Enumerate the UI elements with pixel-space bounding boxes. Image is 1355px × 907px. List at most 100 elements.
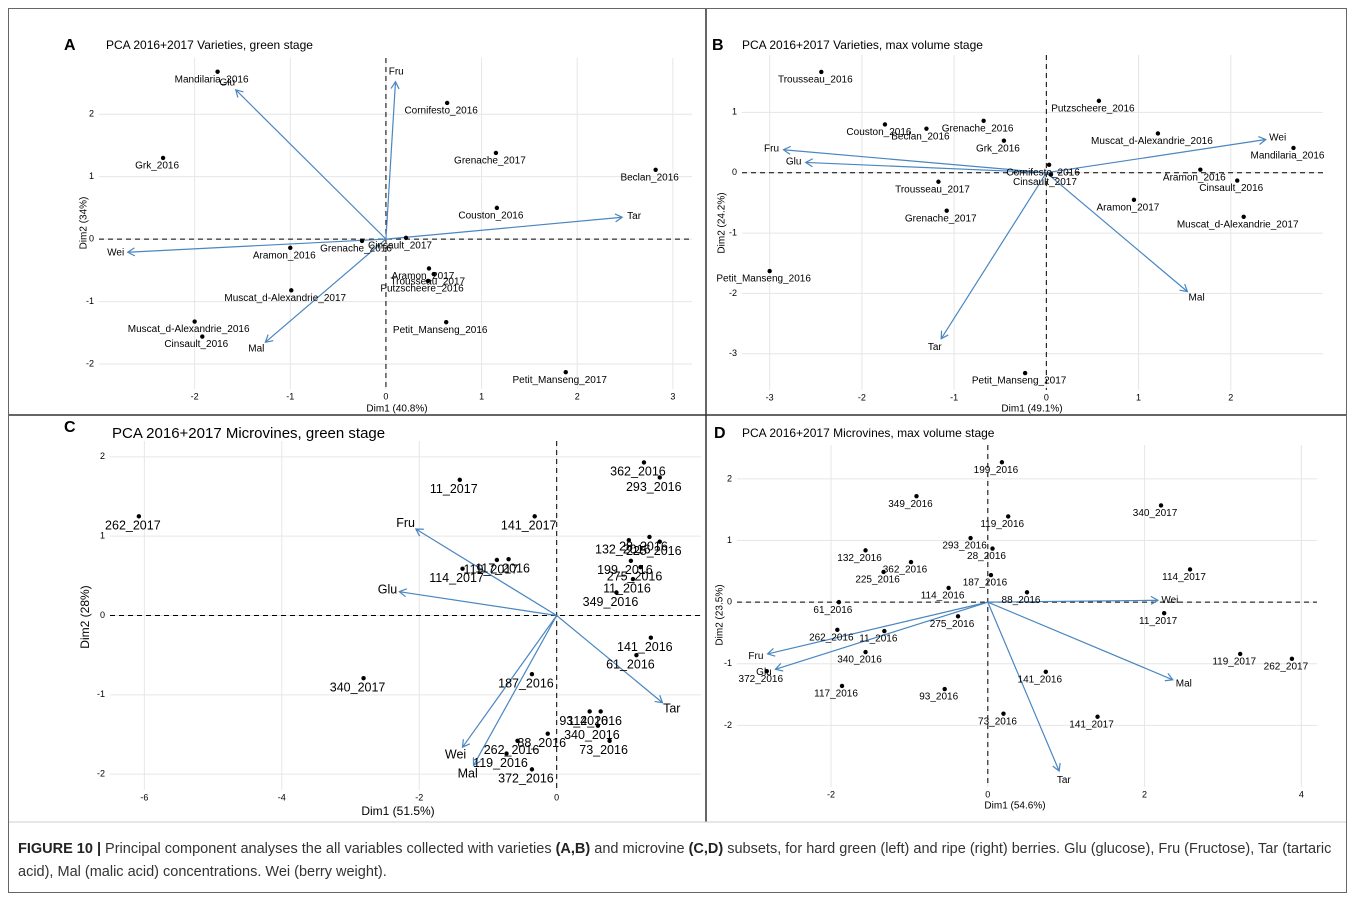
point	[359, 238, 365, 244]
point-label: Putzscheere_2016	[1051, 104, 1135, 115]
point-label: 275_2016	[607, 569, 663, 583]
point	[506, 556, 511, 562]
point-label: 262_2016	[484, 743, 540, 757]
point-label: Putzscheere_2016	[380, 284, 464, 295]
point-label: 141_2017	[1069, 719, 1114, 730]
point	[587, 709, 592, 714]
panel-title: PCA 2016+2017 Microvines, green stage	[112, 425, 385, 442]
x-tick-label: -6	[140, 792, 148, 802]
y-tick-label: 2	[89, 109, 94, 119]
y-tick-label: -2	[97, 769, 105, 779]
point	[657, 475, 662, 480]
point	[936, 179, 941, 184]
point	[1187, 567, 1193, 572]
x-tick-label: -2	[858, 392, 866, 402]
point	[1289, 656, 1295, 662]
point-label: Petit_Manseng_2016	[716, 274, 811, 285]
point-label: Mandilaria_2016	[1251, 151, 1325, 162]
caption-text: subsets, for hard green (left) and ripe …	[18, 841, 1336, 880]
y-tick-label: 0	[732, 167, 737, 177]
loading-arrow	[1046, 136, 1268, 174]
point-label: 141_2016	[617, 640, 673, 654]
point	[200, 334, 205, 339]
loading-label: Tar	[663, 701, 680, 715]
y-tick-label: -1	[724, 658, 732, 668]
point-label: 141_2016	[1018, 674, 1063, 685]
point	[836, 599, 842, 605]
point	[529, 671, 535, 677]
panel-letter: C	[64, 419, 76, 436]
loading-arrow	[782, 145, 1047, 174]
y-tick-label: -1	[97, 689, 105, 699]
point	[532, 514, 537, 519]
loading-label: Tar	[928, 342, 943, 353]
point-label: Cinsault_2017	[368, 241, 432, 252]
point-label: 11_2016	[603, 581, 651, 595]
point-label: 114_2016	[567, 714, 622, 728]
point	[955, 614, 961, 619]
point-label: Couston_2016	[846, 127, 911, 138]
panel-letter: B	[712, 37, 724, 54]
point-label: 119_2016	[473, 756, 528, 770]
loading-label: Fru	[396, 516, 415, 530]
point	[160, 155, 166, 161]
point	[968, 535, 973, 541]
loading-arrow	[556, 615, 664, 704]
loading-arrow	[414, 528, 557, 617]
point-label: 293_2016	[626, 480, 682, 494]
point	[425, 278, 431, 284]
loading-arrow	[385, 80, 400, 240]
point-label: 11_2017	[430, 482, 478, 496]
point-label: 340_2017	[330, 680, 386, 694]
point-label: Grk_2016	[135, 161, 179, 172]
point-label: Cinsault_2016	[164, 339, 228, 350]
point	[626, 537, 632, 543]
point	[215, 69, 220, 74]
point-label: 187_2016	[963, 578, 1008, 589]
point	[607, 738, 612, 744]
point-label: 141_2017	[501, 519, 557, 533]
y-tick-label: -2	[724, 720, 732, 730]
point	[1001, 138, 1007, 143]
x-axis-label: Dim1 (54.6%)	[984, 801, 1045, 812]
loading-label: Tar	[627, 211, 642, 222]
point	[1131, 197, 1137, 203]
point-label: Aramon_2016	[253, 250, 316, 261]
point-label: Beclan_2016	[891, 131, 950, 142]
point	[946, 585, 951, 591]
point-label: Cornifesto_2016	[1006, 167, 1080, 178]
point	[136, 514, 142, 519]
loading-label: Mal	[1189, 293, 1205, 304]
y-tick-label: -2	[86, 358, 94, 368]
point-label: Aramon_2017	[392, 271, 455, 282]
caption-ref: (C,D)	[688, 841, 724, 857]
point-label: 88_2016	[1002, 595, 1041, 606]
point-label: Grenache_2016	[942, 123, 1014, 134]
x-tick-label: -3	[766, 392, 774, 402]
y-tick-label: 1	[727, 535, 732, 545]
point	[944, 208, 949, 213]
point	[1024, 590, 1030, 595]
point	[563, 369, 568, 375]
panel-letter: A	[64, 37, 76, 54]
point	[444, 100, 450, 106]
point-label: Trousseau_2017	[895, 184, 970, 195]
point	[657, 539, 662, 544]
y-tick-label: 0	[727, 597, 732, 607]
loading-arrow	[1045, 172, 1189, 293]
point	[1096, 98, 1102, 104]
caption: FIGURE 10 | Principal component analyses…	[18, 838, 1338, 884]
point-label: 114_2017	[1162, 572, 1206, 583]
loading-arrow	[126, 238, 386, 257]
loading-label: Fru	[748, 651, 763, 662]
point	[908, 559, 914, 565]
point-label: 11_2016	[859, 634, 898, 645]
point-label: 187_2016	[498, 676, 554, 690]
point-label: Grenache_2017	[454, 156, 526, 167]
point-label: 372_2016	[498, 772, 554, 786]
y-tick-label: 2	[100, 451, 105, 461]
y-axis-label: Dim2 (23.5%)	[715, 584, 726, 645]
point-label: 225_2016	[855, 575, 900, 586]
point	[628, 558, 634, 563]
panel-title: PCA 2016+2017 Varieties, green stage	[106, 38, 313, 52]
